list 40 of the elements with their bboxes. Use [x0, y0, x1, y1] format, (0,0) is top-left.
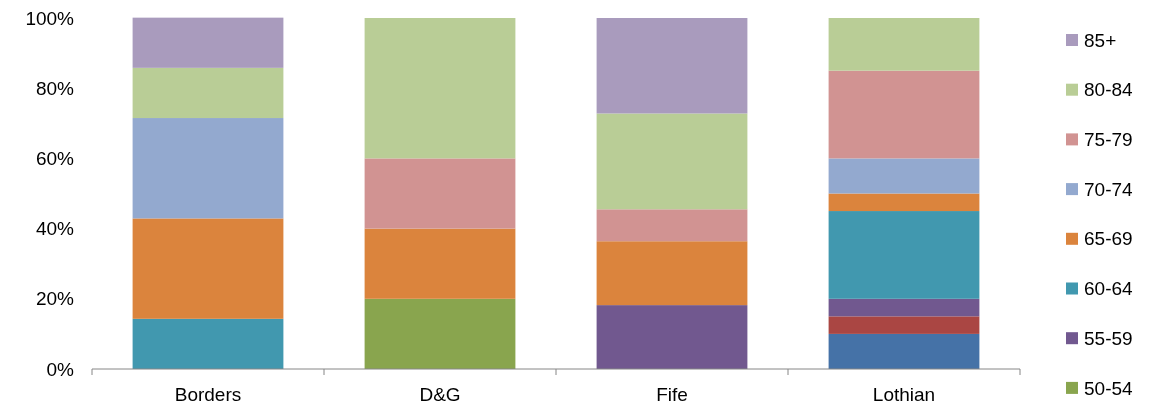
bar [828, 316, 980, 334]
bar [596, 18, 748, 114]
x-tick-label: D&G [419, 384, 461, 405]
bar [132, 318, 284, 369]
legend-label: 65-69 [1084, 228, 1133, 250]
bar [828, 298, 980, 317]
bar [828, 70, 980, 159]
y-tick-label: 20% [35, 288, 75, 310]
bar [828, 193, 980, 212]
bar [364, 298, 516, 369]
bar [828, 18, 980, 71]
bar [132, 218, 284, 319]
bar [596, 209, 748, 242]
legend-label: 85+ [1084, 29, 1117, 51]
legend-label: 70-74 [1084, 178, 1134, 200]
legend-label: 50-54 [1084, 377, 1134, 399]
legend-label: 55-59 [1084, 327, 1133, 349]
x-tick-label: Fife [656, 384, 688, 405]
bar [596, 113, 748, 210]
y-tick-label: 80% [35, 77, 75, 99]
bar [132, 118, 284, 219]
legend-label: 80-84 [1084, 79, 1134, 101]
bar [132, 67, 284, 119]
bar [364, 228, 516, 299]
x-tick-label: Lothian [872, 384, 936, 405]
y-tick-label: 60% [35, 148, 75, 170]
y-tick-label: 0% [46, 358, 75, 380]
legend-label: 75-79 [1084, 129, 1133, 151]
bar [132, 17, 284, 68]
y-tick-label: 100% [25, 7, 75, 29]
bar [828, 158, 980, 194]
bar [828, 333, 980, 369]
bar [364, 18, 516, 159]
y-tick-label: 40% [35, 218, 75, 240]
bar [596, 305, 748, 369]
bar [596, 241, 748, 306]
bar [364, 158, 516, 229]
bar [828, 211, 980, 299]
x-tick-label: Borders [174, 384, 242, 405]
legend-label: 60-64 [1084, 278, 1134, 300]
